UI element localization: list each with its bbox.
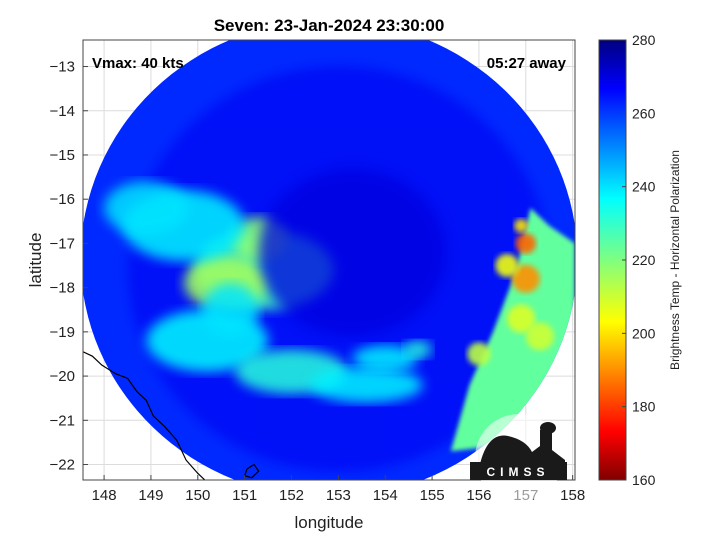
time-away-annotation: 05:27 away bbox=[487, 55, 567, 72]
land-hot-spot bbox=[467, 342, 491, 366]
colorbar-ticks: 160 180 200 220 240 260 280 bbox=[622, 32, 656, 488]
land-hot-spot bbox=[495, 253, 519, 278]
y-tick-label: −13 bbox=[50, 59, 75, 76]
x-tick-label: 150 bbox=[185, 487, 210, 504]
y-tick-label: −21 bbox=[50, 412, 75, 429]
land-hot-spot bbox=[525, 322, 554, 351]
colorbar-tick-label: 180 bbox=[632, 399, 656, 415]
warm-cloud-band bbox=[352, 345, 419, 372]
x-tick-label: 155 bbox=[420, 487, 445, 504]
y-tick-label: −22 bbox=[50, 457, 75, 474]
warm-cloud-band bbox=[104, 181, 189, 235]
x-tick-label: 158 bbox=[560, 487, 585, 504]
y-tick-label: −15 bbox=[50, 147, 75, 164]
x-tick-label: 153 bbox=[326, 487, 351, 504]
colorbar-tick-label: 200 bbox=[632, 325, 656, 341]
colorbar-tick-label: 280 bbox=[632, 32, 656, 48]
y-tick-label: −17 bbox=[50, 235, 75, 252]
colorbar-tick-label: 160 bbox=[632, 472, 656, 488]
warm-cloud-band bbox=[310, 367, 423, 403]
colorbar-label: Brightness Temp - Horizontal Polarizatio… bbox=[668, 150, 682, 370]
swath-image bbox=[83, 40, 575, 480]
land-hot-spot bbox=[511, 264, 540, 293]
y-axis-label: latitude bbox=[26, 233, 45, 288]
y-tick-label: −20 bbox=[50, 368, 75, 385]
cimss-logo: CIMSS bbox=[470, 414, 567, 502]
x-tick-label: 154 bbox=[373, 487, 398, 504]
plot-frame bbox=[82, 39, 576, 481]
chart-title: Seven: 23-Jan-2024 23:30:00 bbox=[214, 16, 445, 35]
y-axis-ticks: −13 −14 −15 −16 −17 −18 −19 −20 −21 −22 bbox=[50, 59, 88, 474]
x-tick-label: 156 bbox=[466, 487, 491, 504]
land-hot-spot bbox=[507, 304, 536, 333]
coastline bbox=[83, 351, 260, 480]
y-tick-label: −18 bbox=[50, 280, 75, 297]
x-tick-label: 148 bbox=[92, 487, 117, 504]
x-tick-label: 151 bbox=[232, 487, 257, 504]
land-hot-spot bbox=[514, 218, 529, 233]
y-tick-label: −16 bbox=[50, 191, 75, 208]
warm-cloud-band bbox=[403, 340, 433, 359]
cimss-logo-text: CIMSS bbox=[486, 465, 549, 479]
x-tick-label: 149 bbox=[138, 487, 163, 504]
y-tick-label: −14 bbox=[50, 103, 75, 120]
cyclone-center bbox=[258, 168, 447, 337]
x-axis-label: longitude bbox=[294, 513, 363, 532]
x-tick-label: 152 bbox=[279, 487, 304, 504]
land-hot-spot bbox=[515, 233, 537, 254]
colorbar-tick-label: 260 bbox=[632, 105, 656, 121]
colorbar-tick-label: 240 bbox=[632, 179, 656, 195]
coastline-path bbox=[83, 351, 206, 480]
island-outline bbox=[243, 463, 260, 479]
vmax-annotation: Vmax: 40 kts bbox=[92, 55, 184, 72]
y-tick-label: −19 bbox=[50, 324, 75, 341]
colorbar-tick-label: 220 bbox=[632, 252, 656, 268]
warm-cloud-band bbox=[202, 283, 259, 337]
colorbar bbox=[598, 39, 627, 481]
